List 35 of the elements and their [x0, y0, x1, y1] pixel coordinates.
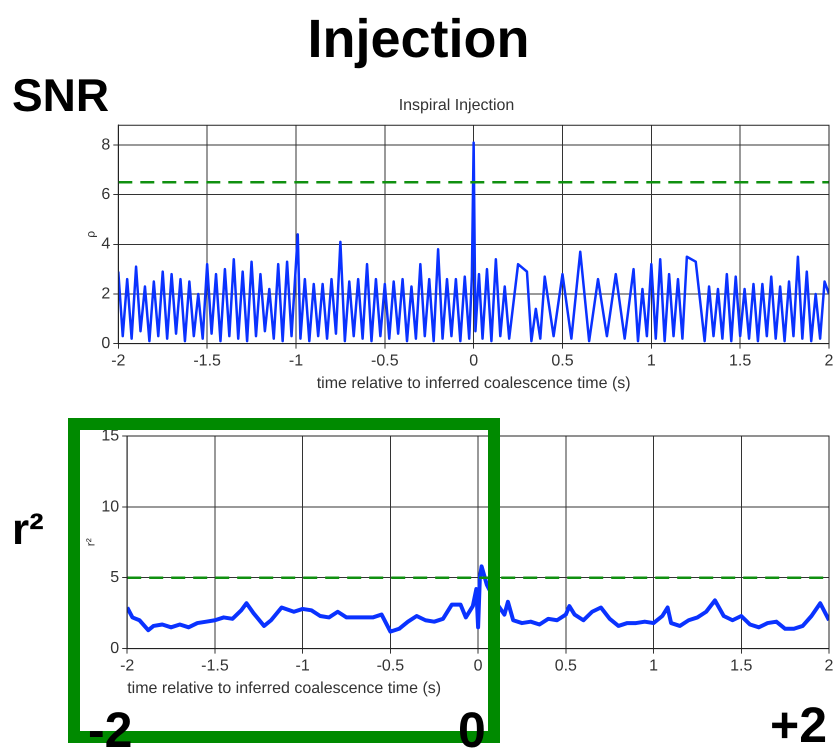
y-tick-label: 6	[101, 186, 110, 204]
x-tick-label: -1	[288, 352, 304, 370]
y-tick-label: 5	[110, 569, 120, 586]
x-tick-label: -1.5	[193, 352, 222, 370]
x-tick-label: -1	[296, 658, 310, 675]
x-tick-label: 2	[824, 352, 834, 370]
x-tick-label: -0.5	[376, 658, 404, 675]
x-tick-label: 0	[469, 352, 478, 370]
chart-title: Injection	[306, 9, 530, 69]
text: SNR	[12, 69, 110, 121]
x-tick-label: 0.5	[551, 352, 574, 370]
x-tick-label: -0.5	[371, 352, 399, 370]
x-tick-label: -1.5	[201, 658, 229, 675]
y-tick-label: 4	[101, 236, 110, 253]
y-tick-label: 0	[110, 640, 120, 658]
x-tick-label: 1	[649, 658, 658, 675]
x-axis-title: time relative to inferred coalescence time (s)	[316, 374, 631, 392]
y-tick-label: 10	[101, 498, 120, 516]
x-tick-label: -2	[111, 352, 126, 370]
x-axis-title: time relative to inferred coalescence time (s)	[127, 680, 442, 697]
text: r²	[12, 505, 44, 554]
text: +2	[770, 697, 828, 753]
x-tick-label: 0.5	[554, 658, 578, 675]
x-tick-label: 1.5	[730, 658, 752, 675]
y-tick-label: 0	[101, 335, 110, 352]
y-axis-title: ρ	[84, 230, 98, 238]
x-tick-label: 1	[646, 352, 656, 370]
x-tick-label: 0	[474, 658, 483, 675]
x-tick-label: 1.5	[729, 352, 752, 370]
y-tick-label: 8	[101, 136, 110, 154]
x-tick-label: -2	[120, 658, 134, 675]
y-axis-title: r²	[84, 538, 98, 546]
y-tick-label: 2	[101, 285, 110, 302]
x-tick-label: 2	[824, 658, 834, 675]
chart-subtitle: Inspiral Injection	[398, 97, 514, 114]
